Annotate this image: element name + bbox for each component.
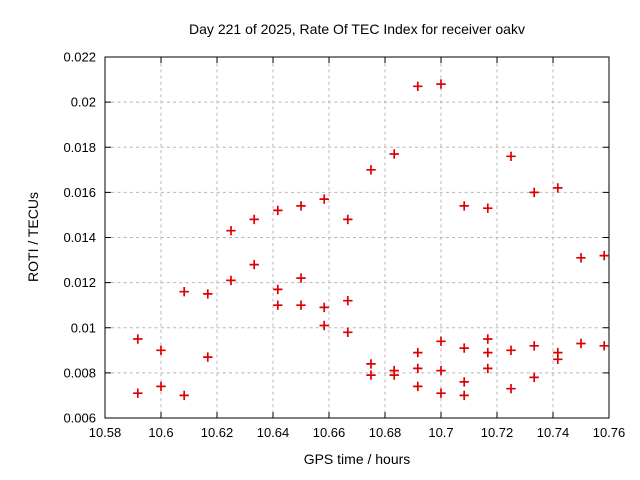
data-point bbox=[273, 284, 283, 295]
data-point bbox=[226, 275, 236, 286]
data-point bbox=[179, 287, 189, 297]
x-tick-label: 10.58 bbox=[89, 425, 122, 440]
y-tick-label: 0.006 bbox=[63, 411, 96, 426]
y-tick-label: 0.01 bbox=[71, 320, 96, 335]
data-point bbox=[553, 183, 563, 193]
data-point bbox=[413, 363, 423, 374]
data-point bbox=[529, 372, 539, 383]
x-tick-label: 10.62 bbox=[201, 425, 234, 440]
data-point bbox=[343, 327, 353, 337]
data-point bbox=[459, 201, 469, 211]
data-point bbox=[459, 377, 469, 387]
y-tick-label: 0.02 bbox=[71, 95, 96, 110]
data-point bbox=[156, 345, 166, 355]
x-tick-label: 10.7 bbox=[428, 425, 453, 440]
data-point bbox=[413, 347, 423, 358]
x-tick-label: 10.76 bbox=[593, 425, 626, 440]
data-point bbox=[319, 194, 329, 204]
x-axis-title: GPS time / hours bbox=[303, 451, 411, 467]
data-point bbox=[436, 336, 446, 346]
y-tick-label: 0.008 bbox=[63, 365, 96, 380]
data-point bbox=[483, 347, 493, 358]
data-point bbox=[529, 187, 539, 198]
data-point bbox=[249, 214, 259, 225]
data-point bbox=[273, 205, 283, 216]
data-point bbox=[296, 273, 306, 283]
data-point bbox=[343, 214, 353, 225]
data-point bbox=[343, 296, 353, 306]
data-point bbox=[366, 370, 376, 380]
data-point bbox=[273, 300, 283, 310]
data-point bbox=[529, 341, 539, 351]
data-point bbox=[389, 149, 399, 159]
y-tick-label: 0.014 bbox=[63, 230, 96, 245]
data-point bbox=[483, 203, 493, 213]
data-point bbox=[436, 79, 446, 89]
data-point bbox=[506, 151, 516, 161]
x-tick-label: 10.68 bbox=[369, 425, 402, 440]
data-point bbox=[576, 253, 586, 263]
data-point bbox=[553, 354, 563, 364]
y-tick-label: 0.012 bbox=[63, 275, 96, 290]
data-point bbox=[413, 81, 423, 91]
data-point bbox=[436, 365, 446, 376]
data-point bbox=[483, 334, 493, 344]
data-point bbox=[179, 390, 189, 401]
data-point bbox=[506, 345, 516, 355]
data-point bbox=[249, 259, 259, 270]
x-tick-label: 10.66 bbox=[313, 425, 346, 440]
data-point bbox=[203, 352, 213, 362]
data-point bbox=[156, 381, 166, 392]
data-point bbox=[366, 359, 376, 369]
data-point bbox=[203, 289, 213, 299]
data-point bbox=[296, 300, 306, 310]
data-point bbox=[599, 341, 609, 351]
data-point bbox=[319, 302, 329, 313]
data-point bbox=[296, 201, 306, 211]
data-point bbox=[319, 320, 329, 331]
y-tick-label: 0.018 bbox=[63, 140, 96, 155]
x-tick-label: 10.64 bbox=[257, 425, 290, 440]
data-point bbox=[459, 343, 469, 353]
y-tick-label: 0.022 bbox=[63, 50, 96, 65]
data-point bbox=[389, 370, 399, 380]
data-point bbox=[506, 384, 516, 394]
data-point bbox=[459, 390, 469, 401]
data-point bbox=[413, 381, 423, 392]
data-point bbox=[576, 338, 586, 349]
data-point bbox=[366, 165, 376, 175]
data-point bbox=[599, 250, 609, 261]
x-tick-label: 10.72 bbox=[481, 425, 514, 440]
data-point bbox=[436, 388, 446, 398]
data-point bbox=[133, 334, 143, 344]
x-tick-label: 10.6 bbox=[148, 425, 173, 440]
y-tick-label: 0.016 bbox=[63, 185, 96, 200]
x-tick-label: 10.74 bbox=[537, 425, 570, 440]
chart-title: Day 221 of 2025, Rate Of TEC Index for r… bbox=[189, 21, 525, 37]
data-point bbox=[483, 363, 493, 374]
data-point bbox=[226, 226, 236, 236]
data-point bbox=[133, 388, 143, 398]
